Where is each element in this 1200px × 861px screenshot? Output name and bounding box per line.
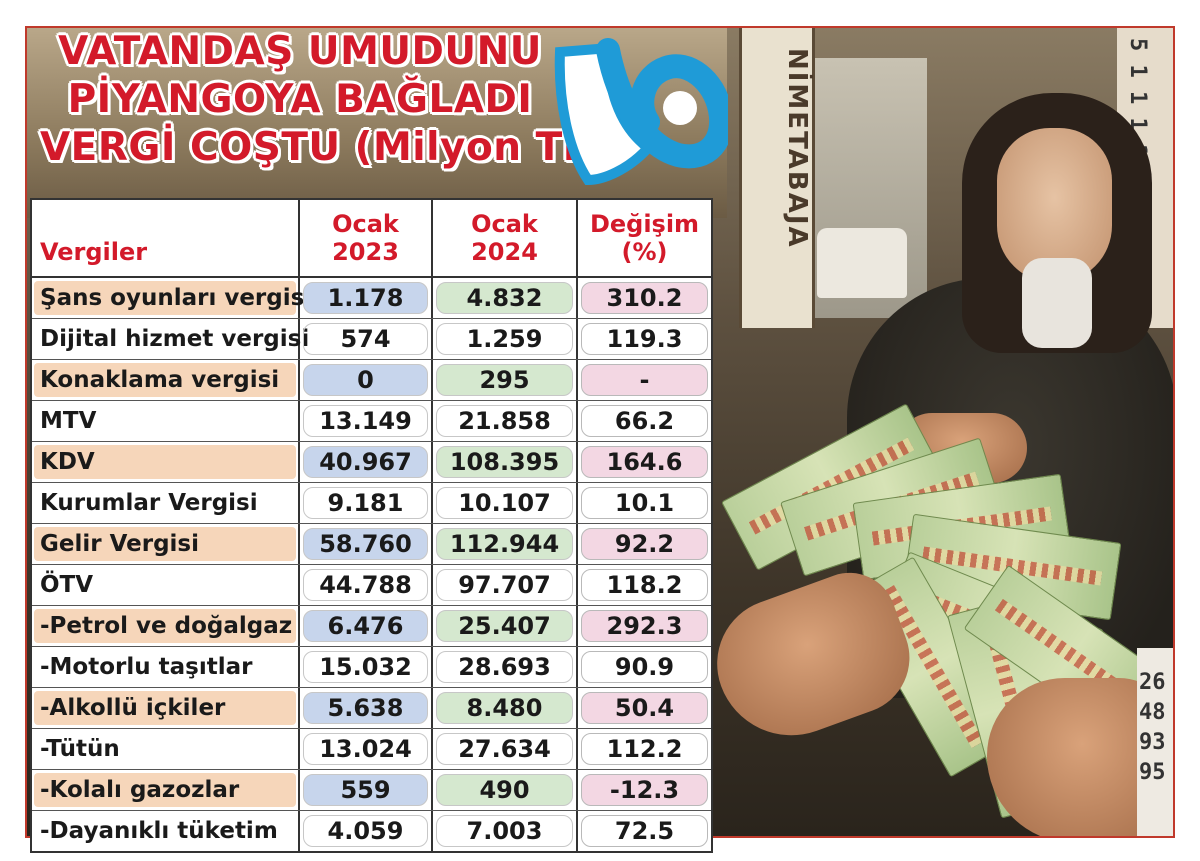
- value-2023: 40.967: [319, 448, 412, 476]
- headline-line-2: PİYANGOYA BAĞLADI: [67, 77, 533, 122]
- headline-line-1: VATANDAŞ UMUDUNU: [58, 29, 542, 74]
- table-row: -Dayanıklı tüketim 4.059 7.003 72.5: [32, 811, 711, 851]
- table-row: -Kolalı gazozlar 559 490 -12.3: [32, 770, 711, 811]
- value-change: 164.6: [606, 448, 683, 476]
- value-2024: 8.480: [466, 694, 543, 722]
- table-body: Şans oyunları vergisi 1.178 4.832 310.2 …: [32, 278, 711, 851]
- tax-name: Gelir Vergisi: [40, 531, 200, 557]
- number-card: 26 48 93 95: [1137, 648, 1173, 836]
- value-change: 118.2: [606, 571, 683, 599]
- value-2023: 15.032: [319, 653, 412, 681]
- tax-name: -Motorlu taşıtlar: [40, 654, 253, 680]
- value-2024: 7.003: [466, 817, 543, 845]
- header-jan-2023: Ocak 2023: [300, 200, 433, 276]
- value-2024: 28.693: [458, 653, 551, 681]
- value-2023: 574: [340, 325, 391, 353]
- value-2023: 13.149: [319, 407, 412, 435]
- table-row: Dijital hizmet vergisi 574 1.259 119.3: [32, 319, 711, 360]
- header-jan-2024: Ocak 2024: [433, 200, 578, 276]
- value-change: 50.4: [614, 694, 675, 722]
- value-2023: 44.788: [319, 571, 412, 599]
- value-2024: 97.707: [458, 571, 551, 599]
- tax-name: -Alkollü içkiler: [40, 695, 226, 721]
- shop-sign-text: NİMETABAJA: [782, 48, 812, 249]
- value-change: 90.9: [614, 653, 675, 681]
- headline-line-3: VERGİ COŞTU (Milyon TL): [40, 125, 607, 170]
- header-taxes: Vergiler: [32, 200, 300, 276]
- tax-name: ÖTV: [40, 572, 94, 598]
- value-2024: 4.832: [466, 284, 543, 312]
- tax-name: MTV: [40, 408, 97, 434]
- value-2024: 490: [479, 776, 530, 804]
- table-row: -Motorlu taşıtlar 15.032 28.693 90.9: [32, 647, 711, 688]
- number-card-text: 26 48 93 95: [1139, 670, 1166, 785]
- table-row: MTV 13.149 21.858 66.2: [32, 401, 711, 442]
- value-2023: 5.638: [327, 694, 404, 722]
- table-row: Kurumlar Vergisi 9.181 10.107 10.1: [32, 483, 711, 524]
- value-2023: 6.476: [327, 612, 404, 640]
- tax-name: Dijital hizmet vergisi: [40, 326, 310, 352]
- value-2023: 0: [357, 366, 374, 394]
- value-change: 66.2: [614, 407, 675, 435]
- value-change: 119.3: [606, 325, 683, 353]
- value-2024: 21.858: [458, 407, 551, 435]
- shop-sign: NİMETABAJA: [739, 28, 815, 328]
- value-change: 112.2: [606, 735, 683, 763]
- value-2024: 27.634: [458, 735, 551, 763]
- value-2024: 112.944: [449, 530, 560, 558]
- value-2024: 108.395: [449, 448, 560, 476]
- vendor-face: [997, 128, 1112, 283]
- parked-car: [817, 228, 907, 298]
- value-change: 310.2: [606, 284, 683, 312]
- tax-name: -Tütün: [40, 736, 120, 762]
- value-2023: 58.760: [319, 530, 412, 558]
- value-2023: 13.024: [319, 735, 412, 763]
- tax-name: Konaklama vergisi: [40, 367, 280, 393]
- table-header: Vergiler Ocak 2023 Ocak 2024 Değişim (%): [32, 200, 711, 278]
- lottery-logo-icon: [554, 38, 728, 186]
- value-change: 92.2: [614, 530, 675, 558]
- value-2023: 4.059: [327, 817, 404, 845]
- table-row: Şans oyunları vergisi 1.178 4.832 310.2: [32, 278, 711, 319]
- table-row: Konaklama vergisi 0 295 -: [32, 360, 711, 401]
- vendor-turtleneck: [1022, 258, 1092, 348]
- value-change: -12.3: [609, 776, 680, 804]
- table-row: ÖTV 44.788 97.707 118.2: [32, 565, 711, 606]
- table-row: KDV 40.967 108.395 164.6: [32, 442, 711, 483]
- value-2023: 9.181: [327, 489, 404, 517]
- value-2024: 25.407: [458, 612, 551, 640]
- tax-name: -Petrol ve doğalgaz: [40, 613, 293, 639]
- table-row: -Alkollü içkiler 5.638 8.480 50.4: [32, 688, 711, 729]
- value-2024: 295: [479, 366, 530, 394]
- tax-name: KDV: [40, 449, 95, 475]
- value-change: -: [639, 366, 650, 394]
- tax-name: -Kolalı gazozlar: [40, 777, 240, 803]
- tax-table: Vergiler Ocak 2023 Ocak 2024 Değişim (%)…: [30, 198, 713, 853]
- value-2023: 1.178: [327, 284, 404, 312]
- tax-name: Şans oyunları vergisi: [40, 285, 313, 311]
- tax-name: -Dayanıklı tüketim: [40, 818, 278, 844]
- headline: VATANDAŞ UMUDUNU PİYANGOYA BAĞLADI VERGİ…: [40, 28, 607, 172]
- table-row: -Tütün 13.024 27.634 112.2: [32, 729, 711, 770]
- value-2023: 559: [340, 776, 391, 804]
- table-row: -Petrol ve doğalgaz 6.476 25.407 292.3: [32, 606, 711, 647]
- value-change: 292.3: [606, 612, 683, 640]
- value-2024: 10.107: [458, 489, 551, 517]
- tax-name: Kurumlar Vergisi: [40, 490, 258, 516]
- table-row: Gelir Vergisi 58.760 112.944 92.2: [32, 524, 711, 565]
- header-change-percent: Değişim (%): [589, 210, 700, 266]
- value-change: 72.5: [614, 817, 675, 845]
- value-2024: 1.259: [466, 325, 543, 353]
- value-change: 10.1: [614, 489, 675, 517]
